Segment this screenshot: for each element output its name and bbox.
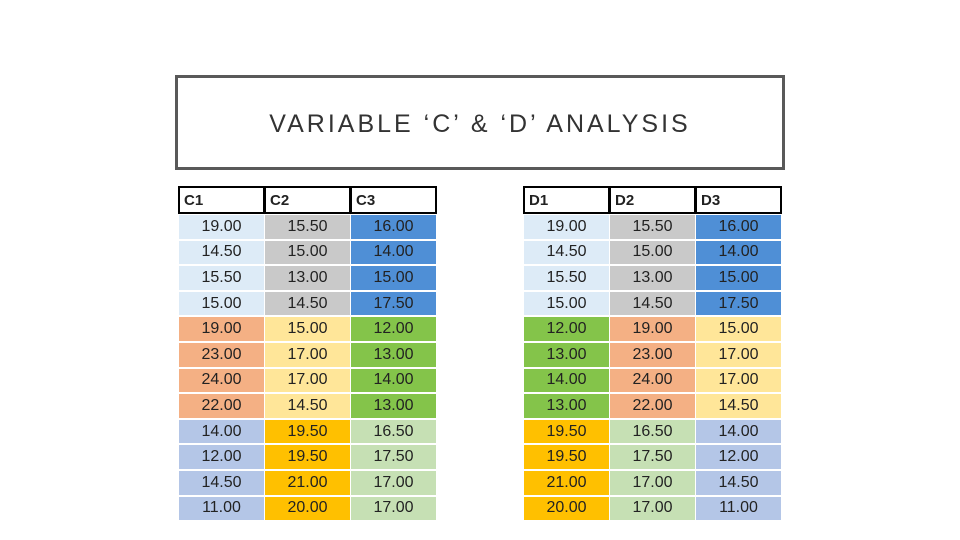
table-cell: 15.00 [609,239,696,266]
table-cell: 15.00 [264,239,351,266]
column-header: C2 [264,186,351,214]
column-header: D2 [609,186,696,214]
table-cell: 15.00 [695,265,782,291]
table-cell: 12.00 [523,316,610,342]
table-cell: 14.50 [695,470,782,496]
table-cell: 22.00 [178,393,265,419]
table-cell: 12.00 [695,444,782,470]
table-cell: 16.50 [609,418,696,445]
table-cell: 14.00 [523,367,610,394]
table-cell: 21.00 [264,470,351,496]
table-cell: 19.50 [264,418,351,445]
title: VARIABLE ‘C’ & ‘D’ ANALYSIS [269,110,691,138]
table-cell: 14.50 [264,393,351,419]
table-cell: 15.00 [178,290,265,317]
table-cell: 14.50 [178,470,265,496]
table-cell: 19.00 [178,316,265,342]
column-header: D1 [523,186,610,214]
table-cell: 17.00 [350,495,437,522]
table-cell: 17.00 [264,342,351,368]
table-cell: 19.50 [264,444,351,470]
table-cell: 20.00 [523,495,610,522]
table-cell: 13.00 [609,265,696,291]
table-cell: 17.50 [609,444,696,470]
table-cell: 23.00 [178,342,265,368]
table-cell: 24.00 [609,367,696,394]
table-cell: 15.00 [523,290,610,317]
table-cell: 21.00 [523,470,610,496]
table-cell: 13.00 [264,265,351,291]
table-cell: 14.50 [178,239,265,266]
column-header: D3 [695,186,782,214]
table-cell: 13.00 [523,342,610,368]
table-cell: 17.50 [695,290,782,317]
table-cell: 16.00 [350,214,437,240]
table-cell: 19.00 [523,214,610,240]
table-cell: 17.50 [350,290,437,317]
table-cell: 14.00 [695,418,782,445]
table-cell: 11.00 [695,495,782,522]
table-cell: 19.50 [523,444,610,470]
table-cell: 14.50 [609,290,696,317]
table-cell: 15.00 [350,265,437,291]
table-cell: 19.50 [523,418,610,445]
table-cell: 12.00 [178,444,265,470]
table-cell: 15.00 [264,316,351,342]
table-cell: 14.00 [350,239,437,266]
table-cell: 14.50 [264,290,351,317]
table-cell: 17.00 [350,470,437,496]
table-cell: 17.00 [695,367,782,394]
table-cell: 14.00 [178,418,265,445]
table-cell: 19.00 [178,214,265,240]
table-cell: 23.00 [609,342,696,368]
table-cell: 15.50 [523,265,610,291]
table-cell: 13.00 [350,393,437,419]
table-cell: 17.00 [609,470,696,496]
table-cell: 15.50 [609,214,696,240]
table-cell: 20.00 [264,495,351,522]
table-cell: 17.00 [264,367,351,394]
table-cell: 14.50 [523,239,610,266]
table-cell: 15.00 [695,316,782,342]
table-cell: 16.00 [695,214,782,240]
column-header: C1 [178,186,265,214]
table-cell: 24.00 [178,367,265,394]
title-box: VARIABLE ‘C’ & ‘D’ ANALYSIS [175,75,785,170]
table-cell: 15.50 [264,214,351,240]
table-cell: 17.50 [350,444,437,470]
table-cell: 22.00 [609,393,696,419]
table-cell: 17.00 [609,495,696,522]
table-cell: 13.00 [523,393,610,419]
table-cell: 16.50 [350,418,437,445]
table-cell: 13.00 [350,342,437,368]
column-header: C3 [350,186,437,214]
table-cell: 19.00 [609,316,696,342]
table-cell: 12.00 [350,316,437,342]
table-cell: 11.00 [178,495,265,522]
table-cell: 14.00 [350,367,437,394]
table-cell: 14.00 [695,239,782,266]
table-cell: 17.00 [695,342,782,368]
table-cell: 15.50 [178,265,265,291]
table-cell: 14.50 [695,393,782,419]
